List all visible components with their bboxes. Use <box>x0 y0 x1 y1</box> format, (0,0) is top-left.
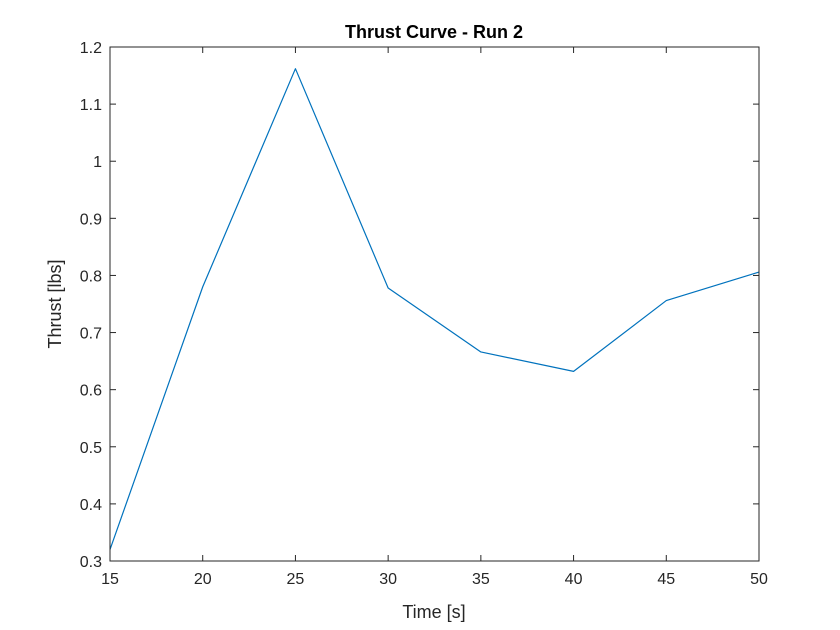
y-tick-label: 0.5 <box>80 440 102 457</box>
tick-labels: 15 20 25 30 35 40 45 50 0.3 0.4 0.5 0.6 0.7 0.8 0.9 1 1.… <box>80 40 768 588</box>
series-line-0 <box>109 68 760 550</box>
y-tick-label: 0.9 <box>80 211 102 228</box>
x-tick-label: 45 <box>657 571 675 588</box>
y-tick-label: 1.2 <box>80 40 102 57</box>
x-tick-label: 40 <box>565 571 583 588</box>
x-tick-label: 20 <box>194 571 212 588</box>
y-axis-title: Thrust [lbs] <box>45 259 65 348</box>
x-tick-label: 30 <box>379 571 397 588</box>
series-layer <box>109 68 760 550</box>
y-tick-label: 0.8 <box>80 268 102 285</box>
x-tick-label: 25 <box>287 571 305 588</box>
x-axis-title: Time [s] <box>402 602 465 622</box>
x-tick-label: 15 <box>101 571 119 588</box>
x-tick-label: 50 <box>750 571 768 588</box>
y-tick-label: 0.4 <box>80 497 102 514</box>
x-tick-label: 35 <box>472 571 490 588</box>
y-tick-label: 0.6 <box>80 383 102 400</box>
chart-title: Thrust Curve - Run 2 <box>345 22 523 42</box>
plot-area <box>110 47 759 561</box>
y-tick-label: 0.3 <box>80 554 102 571</box>
y-tick-label: 1 <box>93 154 102 171</box>
y-tick-label: 1.1 <box>80 97 102 114</box>
y-tick-label: 0.7 <box>80 326 102 343</box>
axes-box <box>109 46 760 562</box>
